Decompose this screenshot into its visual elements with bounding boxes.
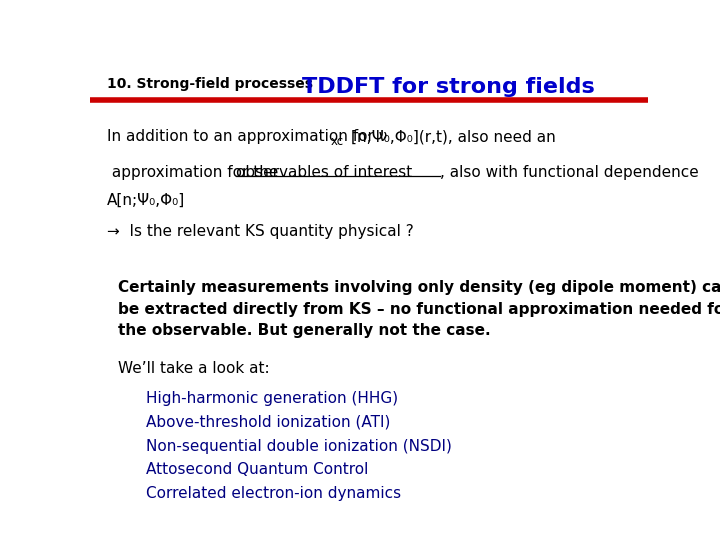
- Text: observables of interest: observables of interest: [236, 165, 413, 180]
- Text: approximation for the: approximation for the: [107, 165, 283, 180]
- Text: 10. Strong-field processes: 10. Strong-field processes: [107, 77, 312, 91]
- Text: →  Is the relevant KS quantity physical ?: → Is the relevant KS quantity physical ?: [107, 224, 413, 239]
- Text: , also with functional dependence: , also with functional dependence: [441, 165, 699, 180]
- Text: Certainly measurements involving only density (eg dipole moment) can
be extracte: Certainly measurements involving only de…: [118, 280, 720, 339]
- Text: Attosecond Quantum Control: Attosecond Quantum Control: [145, 462, 368, 477]
- Text: A[n;Ψ₀,Φ₀]: A[n;Ψ₀,Φ₀]: [107, 193, 185, 208]
- Text: Above-threshold ionization (ATI): Above-threshold ionization (ATI): [145, 415, 390, 430]
- Text: High-harmonic generation (HHG): High-harmonic generation (HHG): [145, 391, 398, 406]
- Text: In addition to an approximation for ν: In addition to an approximation for ν: [107, 129, 387, 144]
- Text: We’ll take a look at:: We’ll take a look at:: [118, 361, 269, 376]
- Text: TDDFT for strong fields: TDDFT for strong fields: [302, 77, 595, 97]
- Text: Correlated electron-ion dynamics: Correlated electron-ion dynamics: [145, 486, 401, 501]
- Text: [n;Ψ₀,Φ₀](r,t), also need an: [n;Ψ₀,Φ₀](r,t), also need an: [351, 129, 556, 144]
- Text: xc: xc: [331, 134, 344, 147]
- Text: Non-sequential double ionization (NSDI): Non-sequential double ionization (NSDI): [145, 438, 451, 454]
